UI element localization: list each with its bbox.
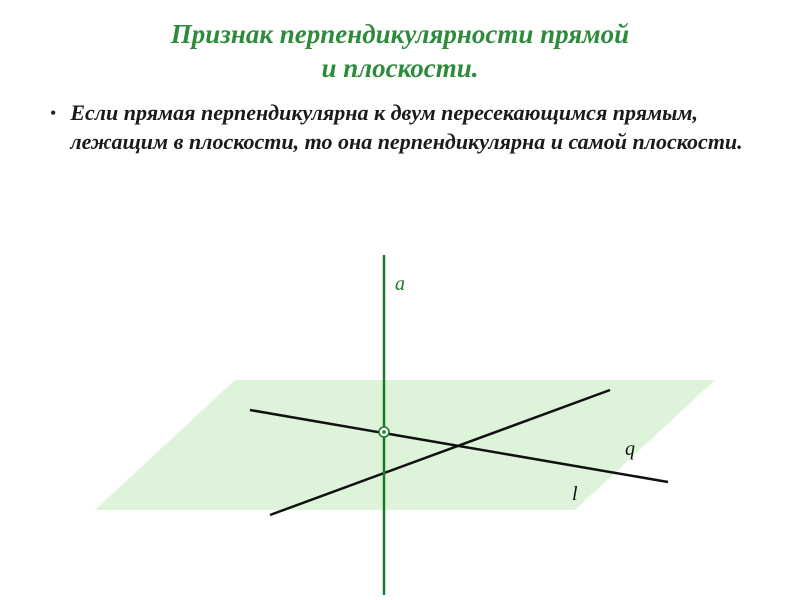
label-q: q [625, 438, 635, 460]
line-q [250, 410, 668, 482]
bullet-block: • Если прямая перпендикулярна к двум пер… [0, 86, 800, 157]
intersection-point-inner [382, 430, 386, 434]
label-a: a [395, 273, 405, 295]
theorem-text: Если прямая перпендикулярна к двум перес… [70, 98, 750, 157]
title-line-1: Признак перпендикулярности прямой [171, 19, 629, 49]
slide: Признак перпендикулярности прямой и плос… [0, 0, 800, 600]
line-l [270, 390, 610, 515]
title-line-2: и плоскости. [321, 53, 478, 83]
slide-title: Признак перпендикулярности прямой и плос… [0, 0, 800, 86]
bullet-dot-icon: • [50, 102, 56, 125]
intersection-point-outer [379, 427, 389, 437]
plane-shape [95, 380, 715, 510]
label-l: l [572, 483, 578, 505]
bullet-item: • Если прямая перпендикулярна к двум пер… [50, 98, 750, 157]
